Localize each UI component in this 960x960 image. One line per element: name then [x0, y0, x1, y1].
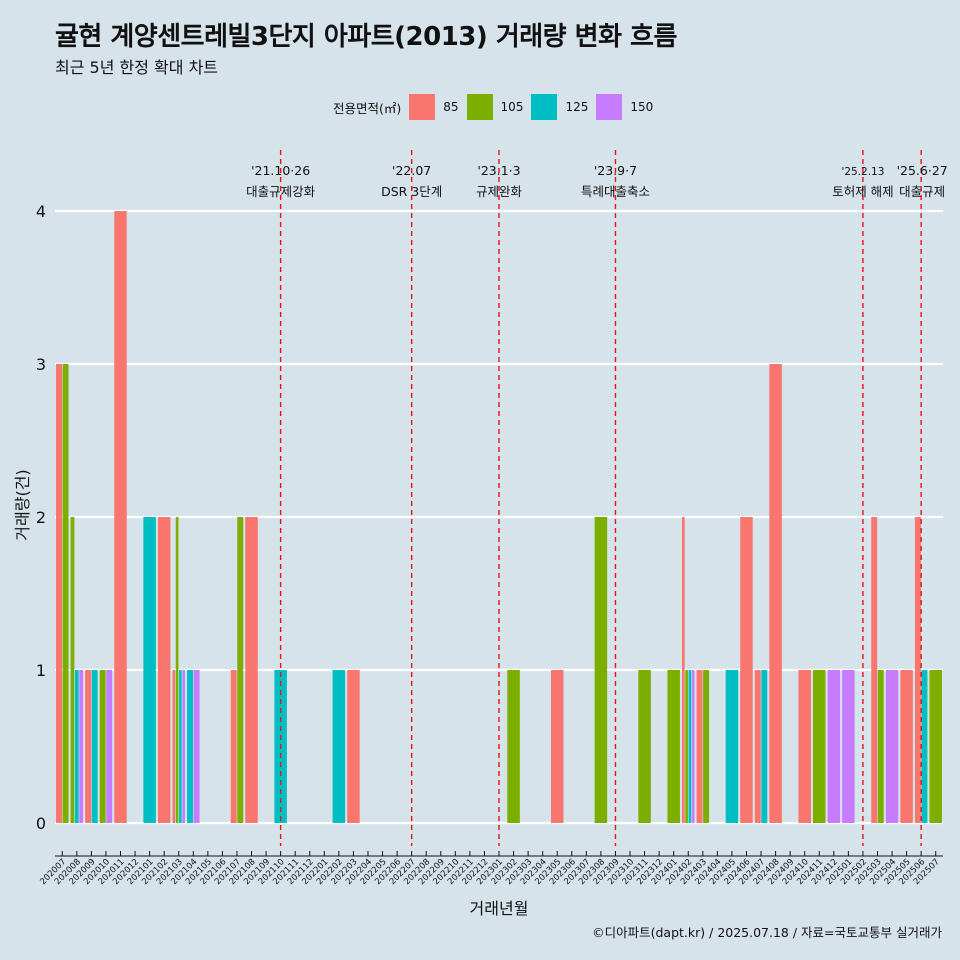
event-date: '21.10·26	[251, 163, 310, 178]
bar	[79, 670, 84, 823]
event-date: '25.2.13	[841, 166, 884, 178]
y-tick-label: 1	[36, 661, 46, 680]
bar	[237, 517, 244, 823]
y-axis-title: 거래량(건)	[13, 469, 32, 540]
bar	[827, 670, 841, 823]
y-tick-label: 3	[36, 355, 46, 374]
x-axis-title: 거래년월	[470, 899, 529, 918]
legend-item-105: 105	[466, 94, 524, 120]
bar	[347, 670, 360, 823]
bar	[740, 517, 753, 823]
bar	[245, 517, 258, 823]
source-caption: ©디아파트(dapt.kr) / 2025.07.18 / 자료=국토교통부 실…	[592, 925, 942, 940]
event-label: 특례대출축소	[581, 184, 650, 199]
bar	[182, 670, 185, 823]
bar	[914, 517, 921, 823]
bar	[230, 670, 237, 823]
legend-swatch-85	[409, 94, 436, 120]
event-label: DSR 3단계	[381, 184, 442, 199]
bar	[157, 517, 171, 823]
chart-subtitle: 최근 5년 한정 확대 차트	[55, 58, 219, 77]
chart-title: 귤현 계양센트레빌3단지 아파트(2013) 거래량 변화 흐름	[55, 22, 677, 52]
legend-item-150: 150	[596, 94, 653, 120]
bar	[56, 364, 62, 823]
bar	[638, 670, 651, 823]
event-date: '23.1·3	[477, 163, 520, 178]
bar	[769, 364, 782, 823]
event-label: 대출규제강화	[246, 184, 316, 199]
bar	[172, 670, 176, 823]
bar	[594, 517, 608, 823]
bar	[871, 517, 878, 823]
bar	[74, 670, 79, 823]
y-tick-label: 0	[36, 814, 46, 833]
bar	[877, 670, 884, 823]
bar	[193, 670, 200, 823]
event-date: '23.9·7	[594, 163, 637, 178]
bar	[85, 670, 92, 823]
legend-title: 전용면적(㎡)	[333, 100, 402, 116]
bar	[667, 670, 680, 823]
bar	[842, 670, 855, 823]
bar	[813, 670, 826, 823]
bar	[798, 670, 811, 823]
bar	[681, 517, 685, 823]
y-tick-label: 4	[36, 202, 46, 221]
bar	[703, 670, 710, 823]
event-date: '22.07	[392, 163, 431, 178]
bar	[761, 670, 768, 823]
bar	[106, 670, 113, 823]
legend-item-85: 85	[409, 94, 459, 120]
legend-swatch-105	[466, 94, 493, 120]
event-label: 대출규제	[899, 184, 945, 199]
bar	[691, 670, 695, 823]
legend-item-125: 125	[531, 94, 588, 120]
legend-label-150: 150	[630, 100, 654, 114]
bar	[696, 670, 703, 823]
legend-swatch-125	[531, 94, 558, 120]
bar	[99, 670, 106, 823]
bar	[114, 211, 127, 823]
bar	[929, 670, 942, 823]
bar	[507, 670, 520, 823]
y-tick-label: 2	[36, 508, 46, 527]
bar	[332, 670, 346, 823]
bar	[688, 670, 692, 823]
event-label: 토허제 해제	[832, 184, 893, 199]
bar	[175, 517, 179, 823]
event-date: '25.6·27	[897, 163, 948, 178]
bar	[187, 670, 193, 823]
bar	[725, 670, 739, 823]
bar	[70, 517, 75, 823]
event-label: 규제완화	[476, 184, 523, 199]
bar	[921, 670, 928, 823]
legend-label-125: 125	[565, 100, 589, 114]
bar	[685, 670, 688, 823]
bar	[885, 670, 899, 823]
bar	[900, 670, 913, 823]
legend-swatch-150	[596, 94, 623, 120]
bar	[754, 670, 761, 823]
legend-label-85: 85	[443, 100, 459, 114]
bar	[91, 670, 98, 823]
legend: 전용면적(㎡) 85 105 125 150	[333, 94, 661, 120]
legend-label-105: 105	[500, 100, 524, 114]
bar	[550, 670, 564, 823]
bar	[62, 364, 69, 823]
bar	[179, 670, 182, 823]
bar	[143, 517, 156, 823]
